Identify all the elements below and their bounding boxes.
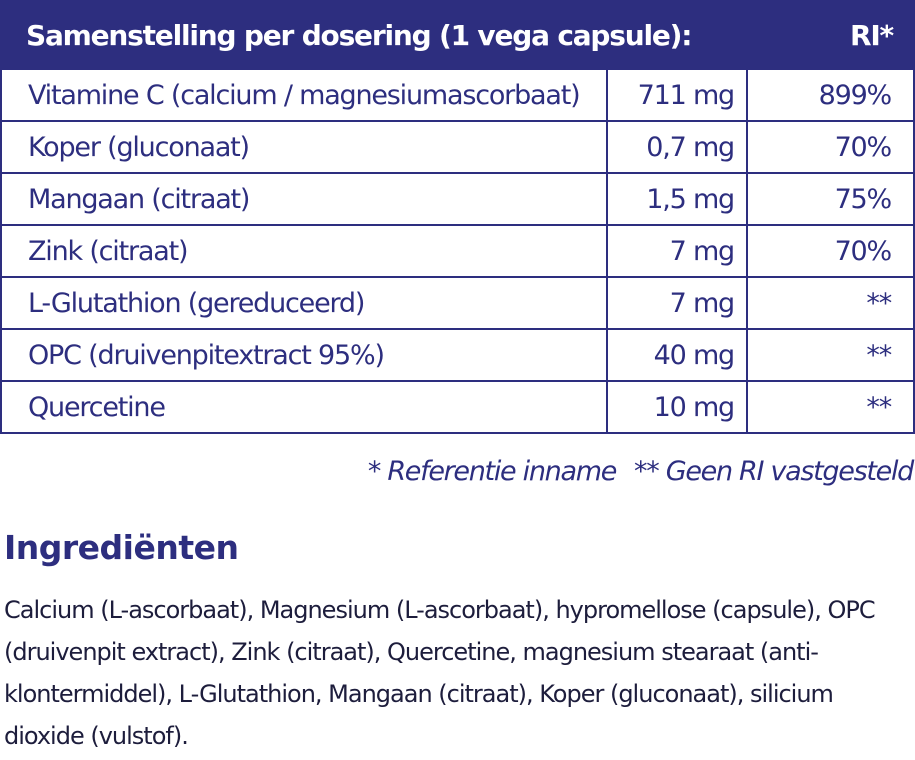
row-ri: ** <box>746 276 915 330</box>
row-amount: 7 mg <box>606 224 748 278</box>
table-row: OPC (druivenpitextract 95%) 40 mg ** <box>0 328 915 382</box>
row-nutrient-name: Koper (gluconaat) <box>0 120 608 174</box>
row-amount: 711 mg <box>606 68 748 122</box>
row-nutrient-name: Quercetine <box>0 380 608 434</box>
row-nutrient-name: OPC (druivenpitextract 95%) <box>0 328 608 382</box>
row-amount: 0,7 mg <box>606 120 748 174</box>
row-ri: 75% <box>746 172 915 226</box>
row-ri: 899% <box>746 68 915 122</box>
table-header-composition: Samenstelling per dosering (1 vega capsu… <box>0 0 748 70</box>
table-row: Mangaan (citraat) 1,5 mg 75% <box>0 172 915 226</box>
table-header-ri: RI* <box>746 0 915 70</box>
row-nutrient-name: L-Glutathion (gereduceerd) <box>0 276 608 330</box>
row-nutrient-name: Vitamine C (calcium / magnesiumascorbaat… <box>0 68 608 122</box>
row-ri: 70% <box>746 120 915 174</box>
supplement-facts-table: Samenstelling per dosering (1 vega capsu… <box>0 0 915 434</box>
row-ri: ** <box>746 380 915 434</box>
footnote-no-ri-note: ** Geen RI vastgesteld <box>634 456 914 487</box>
table-header-row: Samenstelling per dosering (1 vega capsu… <box>0 0 915 70</box>
row-ri: 70% <box>746 224 915 278</box>
table-row: Vitamine C (calcium / magnesiumascorbaat… <box>0 68 915 122</box>
row-amount: 1,5 mg <box>606 172 748 226</box>
ingredients-text: Calcium (L-ascorbaat), Magnesium (L-asco… <box>4 596 876 750</box>
table-row: Koper (gluconaat) 0,7 mg 70% <box>0 120 915 174</box>
footnote-ri-note: * Referentie inname <box>367 456 617 487</box>
table-row: L-Glutathion (gereduceerd) 7 mg ** <box>0 276 915 330</box>
table-row: Zink (citraat) 7 mg 70% <box>0 224 915 278</box>
row-amount: 40 mg <box>606 328 748 382</box>
row-amount: 10 mg <box>606 380 748 434</box>
row-amount: 7 mg <box>606 276 748 330</box>
row-ri: ** <box>746 328 915 382</box>
row-nutrient-name: Zink (citraat) <box>0 224 608 278</box>
table-footnote: * Referentie inname ** Geen RI vastgestel… <box>367 456 914 487</box>
table-row: Quercetine 10 mg ** <box>0 380 915 434</box>
row-nutrient-name: Mangaan (citraat) <box>0 172 608 226</box>
ingredients-heading: Ingrediënten <box>4 528 239 567</box>
